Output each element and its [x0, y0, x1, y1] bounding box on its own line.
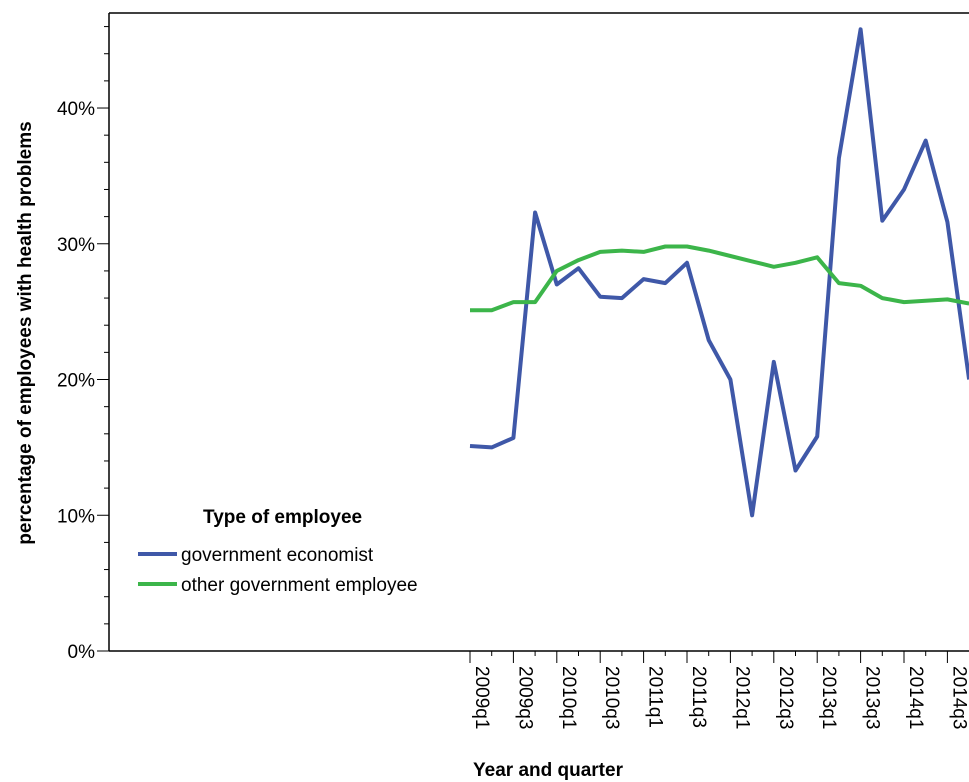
y-tick-label: 30% [57, 235, 95, 256]
series-line-government-economist [469, 27, 969, 518]
x-axis-title: Year and quarter [473, 760, 624, 781]
x-tick-label: 2012q1 [731, 666, 752, 729]
x-tick-label: 2013q1 [818, 666, 839, 729]
x-axis: 2009q1 2009q3 2010q1 2010q3 2011q1 2011q3 2012… [469, 651, 969, 729]
legend-label-government-economist: government economist [181, 545, 374, 566]
x-tick-label: 2010q3 [601, 666, 622, 729]
x-tick-label: 2014q1 [905, 666, 926, 729]
legend-label-other-government-employee: other government employee [181, 575, 418, 596]
series-line-other-government-employee [470, 244, 969, 313]
x-tick-label: 2009q3 [514, 666, 535, 729]
x-tick-label: 2011q3 [688, 666, 709, 728]
x-tick-label: 2009q1 [471, 666, 492, 729]
x-tick-label: 2010q1 [558, 666, 579, 729]
y-tick-label: 0% [68, 642, 96, 663]
x-tick-label: 2011q1 [645, 666, 666, 728]
y-tick-label: 10% [57, 506, 95, 527]
plot-area [108, 12, 969, 652]
y-tick-label: 40% [57, 99, 95, 120]
legend-title: Type of employee [203, 507, 362, 528]
x-tick-label: 2014q3 [948, 666, 969, 729]
legend: Type of employee government economist ot… [138, 507, 418, 596]
x-tick-label: 2013q3 [862, 666, 883, 729]
x-tick-label: 2012q3 [775, 666, 796, 729]
y-axis: 0% 10% 20% 30% 40% [57, 26, 109, 663]
y-tick-label: 20% [57, 371, 95, 392]
series-lines [469, 27, 969, 518]
y-axis-title: percentage of employees with health prob… [15, 121, 36, 544]
